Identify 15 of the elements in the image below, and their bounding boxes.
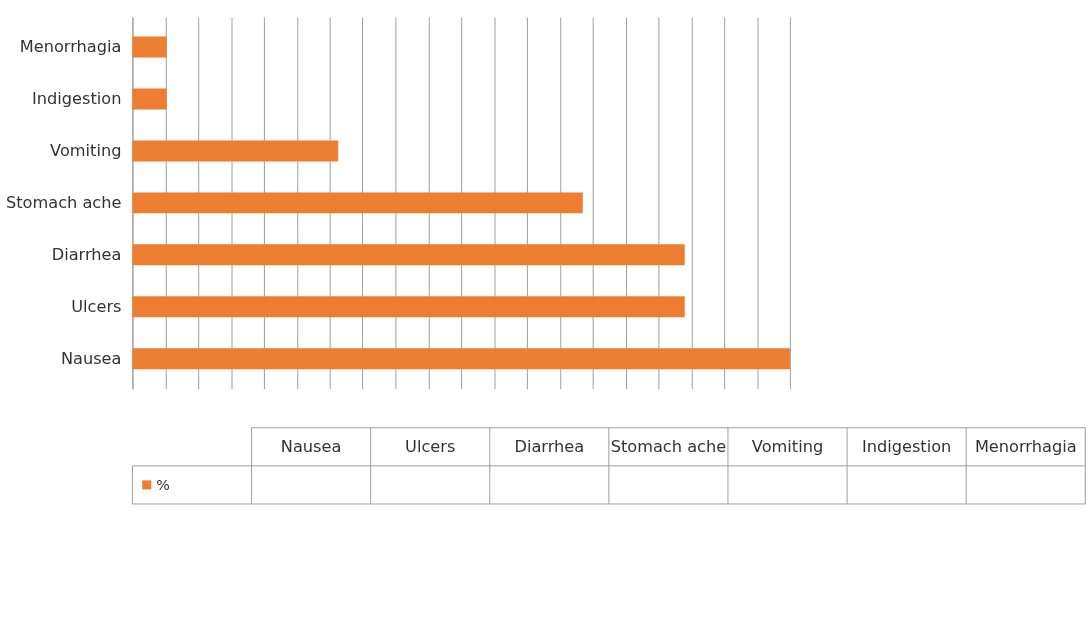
category-label: Diarrhea xyxy=(514,436,585,456)
y-tick-label: Indigestion xyxy=(32,88,122,108)
y-tick-label: Ulcers xyxy=(71,296,122,316)
legend-label: % xyxy=(156,476,170,493)
category-label: Stomach ache xyxy=(610,436,727,456)
category-label: Indigestion xyxy=(861,436,952,456)
y-tick-label: Menorrhagia xyxy=(19,36,122,56)
category-label: Vomiting xyxy=(751,436,824,456)
y-tick-label: Stomach ache xyxy=(5,192,122,212)
y-tick-label: Nausea xyxy=(60,348,122,368)
y-tick-label: Diarrhea xyxy=(51,244,122,264)
category-label: Ulcers xyxy=(405,436,456,456)
category-label: Menorrhagia xyxy=(974,436,1077,456)
y-tick-label: Vomiting xyxy=(50,140,122,160)
category-label: Nausea xyxy=(280,436,342,456)
